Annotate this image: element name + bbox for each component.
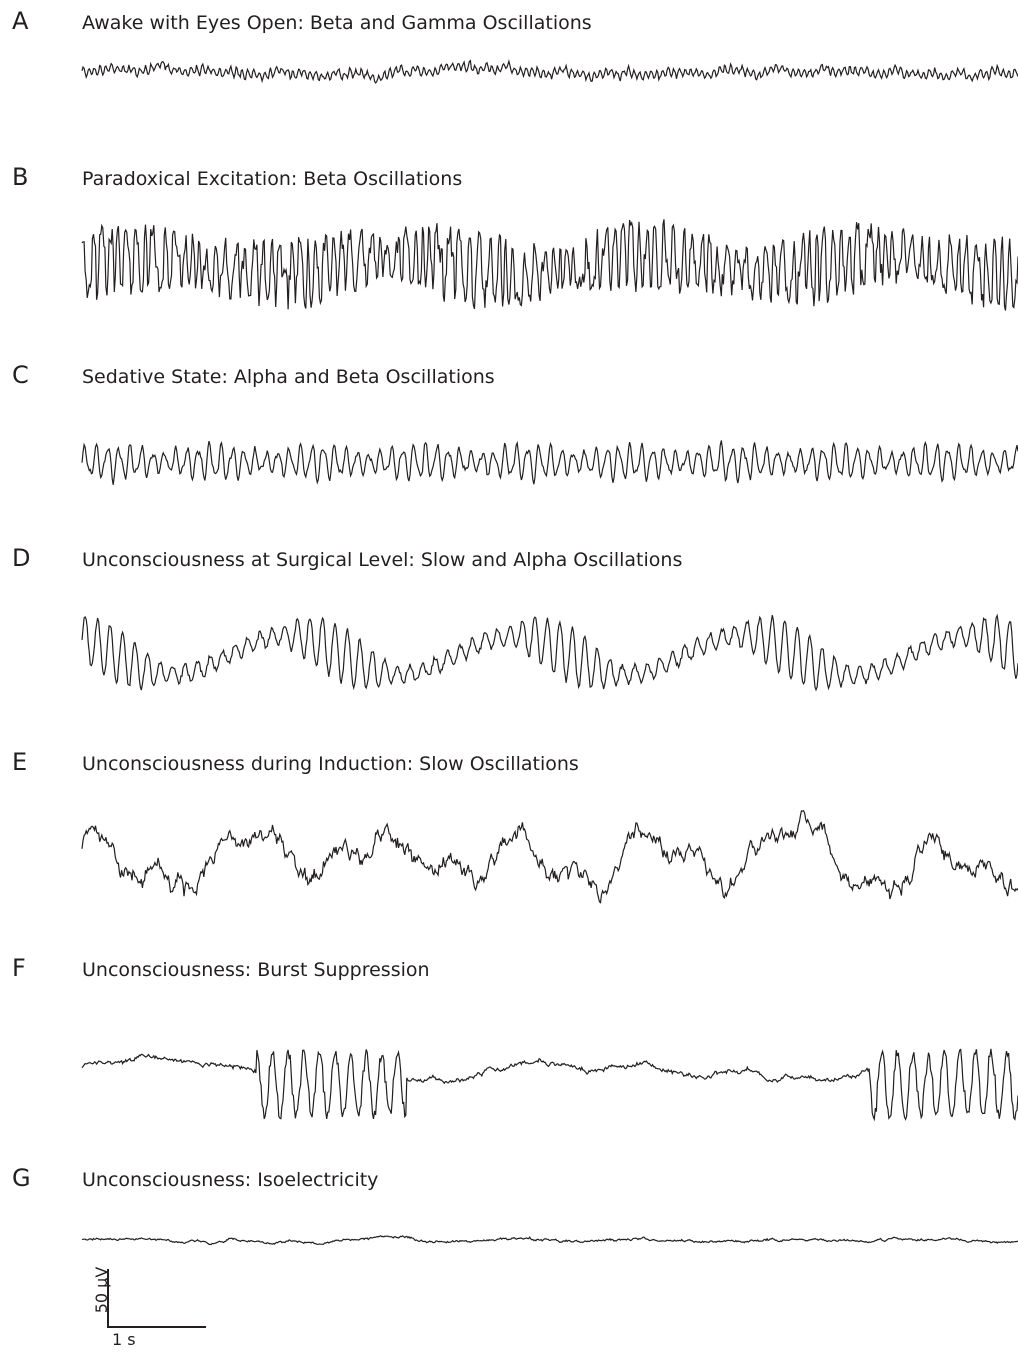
panel-letter: E [12, 748, 28, 776]
eeg-trace-a [81, 59, 1018, 84]
scale-bar-lines [107, 1269, 206, 1328]
panel-title: Unconsciousness: Isoelectricity [82, 1169, 379, 1191]
panel-letter: G [12, 1164, 31, 1192]
panel-title: Unconsciousness during Induction: Slow O… [82, 753, 579, 775]
panel-title: Unconsciousness at Surgical Level: Slow … [82, 549, 683, 571]
eeg-trace-e [81, 809, 1018, 904]
eeg-trace-c [81, 440, 1018, 485]
eeg-trace-f [81, 1048, 1018, 1122]
eeg-trace-g [81, 1235, 1018, 1246]
time-scale-label: 1 s [112, 1330, 136, 1349]
panel-letter: D [12, 544, 31, 572]
panel-title: Sedative State: Alpha and Beta Oscillati… [82, 366, 495, 388]
scale-bar: 50 µV 1 s [80, 1265, 220, 1357]
panel-title: Paradoxical Excitation: Beta Oscillation… [82, 168, 463, 190]
amplitude-scale-label: 50 µV [92, 1266, 111, 1314]
panel-letter: F [12, 954, 26, 982]
panel-letter: C [12, 361, 29, 389]
panel-letter: B [12, 163, 29, 191]
panel-letter: A [12, 7, 29, 35]
eeg-trace-d [81, 613, 1018, 692]
panel-title: Awake with Eyes Open: Beta and Gamma Osc… [82, 12, 592, 34]
panel-title: Unconsciousness: Burst Suppression [82, 959, 430, 981]
eeg-trace-b [81, 219, 1018, 311]
